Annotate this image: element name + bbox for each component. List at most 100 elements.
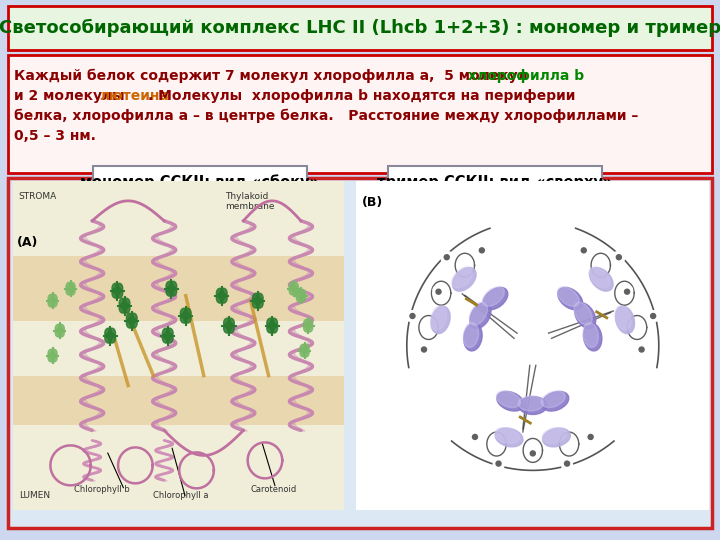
Ellipse shape [497, 392, 524, 411]
Circle shape [299, 292, 303, 299]
Circle shape [581, 248, 586, 253]
Circle shape [476, 245, 484, 252]
Circle shape [476, 248, 484, 256]
Circle shape [480, 245, 487, 252]
Circle shape [407, 314, 415, 321]
Ellipse shape [590, 267, 613, 291]
Ellipse shape [452, 267, 476, 291]
Circle shape [129, 317, 135, 325]
Circle shape [531, 448, 539, 455]
Circle shape [217, 293, 223, 303]
Circle shape [582, 248, 590, 256]
Text: лютеина: лютеина [99, 89, 169, 103]
Circle shape [217, 288, 223, 298]
Text: . Молекулы  хлорофилла b находятся на периферии: . Молекулы хлорофилла b находятся на пер… [148, 89, 575, 103]
Circle shape [253, 298, 259, 308]
Circle shape [636, 344, 644, 352]
Circle shape [55, 325, 61, 333]
FancyBboxPatch shape [388, 166, 602, 198]
Circle shape [306, 322, 310, 329]
Circle shape [531, 451, 539, 459]
Circle shape [530, 451, 535, 456]
Text: и 2 молекулы: и 2 молекулы [14, 89, 130, 103]
Circle shape [565, 458, 572, 465]
Circle shape [105, 328, 112, 338]
Circle shape [617, 252, 624, 259]
Circle shape [651, 314, 659, 321]
Circle shape [184, 313, 191, 323]
Circle shape [582, 245, 590, 252]
Ellipse shape [470, 303, 491, 328]
Circle shape [130, 318, 137, 328]
Ellipse shape [495, 428, 523, 447]
Text: Carotenoid: Carotenoid [251, 485, 297, 494]
Circle shape [267, 318, 274, 328]
Circle shape [289, 282, 295, 291]
Circle shape [441, 252, 449, 259]
Circle shape [639, 344, 647, 352]
Ellipse shape [615, 306, 631, 330]
Circle shape [300, 348, 306, 357]
Circle shape [109, 333, 115, 343]
Circle shape [578, 245, 586, 252]
Circle shape [625, 286, 633, 294]
Circle shape [127, 318, 133, 328]
Text: Thylakoid: Thylakoid [225, 192, 269, 201]
Circle shape [436, 289, 441, 294]
Circle shape [219, 292, 225, 300]
Circle shape [303, 348, 309, 357]
Ellipse shape [464, 323, 482, 351]
Text: STROMA: STROMA [19, 192, 57, 201]
Circle shape [441, 255, 449, 263]
Circle shape [421, 347, 426, 352]
Circle shape [625, 289, 633, 297]
Ellipse shape [483, 287, 508, 310]
Circle shape [527, 448, 535, 455]
Circle shape [621, 289, 629, 297]
Text: LUMEN: LUMEN [19, 491, 50, 501]
Circle shape [297, 294, 302, 302]
Circle shape [224, 323, 230, 333]
Circle shape [445, 252, 452, 259]
Circle shape [50, 352, 55, 359]
Circle shape [588, 431, 596, 439]
Circle shape [578, 248, 586, 256]
Circle shape [226, 322, 232, 329]
Circle shape [621, 286, 629, 294]
Circle shape [497, 458, 504, 465]
Circle shape [422, 348, 430, 355]
Circle shape [112, 288, 119, 298]
FancyBboxPatch shape [8, 55, 712, 173]
Circle shape [58, 327, 62, 334]
Circle shape [220, 288, 227, 298]
Circle shape [120, 298, 126, 308]
Circle shape [407, 310, 415, 318]
Circle shape [304, 323, 310, 332]
Ellipse shape [463, 322, 479, 347]
Circle shape [410, 314, 415, 319]
Circle shape [651, 314, 656, 319]
Circle shape [127, 313, 133, 323]
Circle shape [220, 293, 227, 303]
Circle shape [624, 289, 629, 294]
Circle shape [636, 348, 644, 355]
Circle shape [473, 431, 480, 439]
Circle shape [639, 348, 647, 355]
Circle shape [444, 255, 449, 260]
Circle shape [69, 282, 75, 291]
Circle shape [639, 347, 644, 352]
Ellipse shape [452, 267, 472, 288]
Ellipse shape [616, 306, 634, 334]
Circle shape [114, 287, 120, 295]
Circle shape [418, 348, 426, 355]
FancyBboxPatch shape [13, 375, 344, 426]
FancyBboxPatch shape [8, 6, 712, 50]
Ellipse shape [543, 428, 570, 447]
Circle shape [166, 286, 173, 296]
Circle shape [616, 255, 621, 260]
Circle shape [184, 308, 191, 318]
Circle shape [585, 435, 593, 442]
Circle shape [116, 284, 122, 293]
Circle shape [469, 435, 477, 442]
Circle shape [116, 288, 122, 298]
